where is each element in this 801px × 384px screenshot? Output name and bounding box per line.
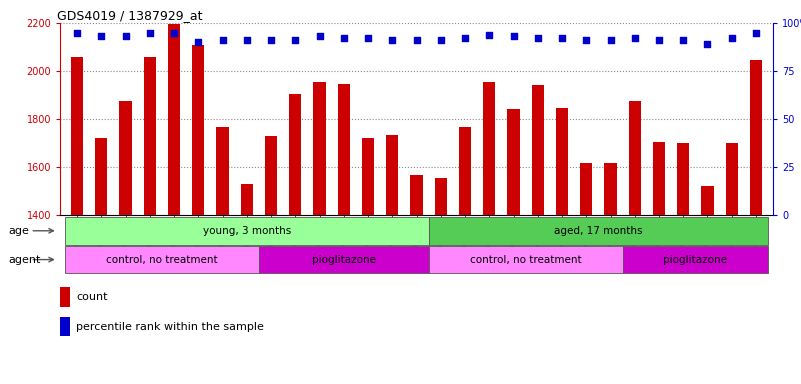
Point	[434, 37, 447, 43]
Bar	[556, 108, 568, 215]
Bar	[429, 246, 622, 273]
Point	[531, 35, 544, 41]
Bar	[726, 143, 738, 215]
Point	[628, 35, 641, 41]
Bar	[259, 246, 429, 273]
Bar	[410, 175, 423, 215]
Bar	[71, 56, 83, 215]
Bar	[677, 143, 690, 215]
Bar	[750, 60, 762, 215]
Text: aged, 17 months: aged, 17 months	[554, 226, 642, 236]
Bar	[289, 94, 301, 215]
Point	[240, 37, 253, 43]
Point	[143, 30, 156, 36]
Bar	[532, 86, 544, 215]
Text: pioglitazone: pioglitazone	[312, 255, 376, 265]
Bar	[362, 138, 374, 215]
Bar	[60, 287, 70, 307]
Bar	[65, 217, 429, 245]
Bar	[192, 45, 204, 215]
Bar	[241, 184, 253, 215]
Bar	[313, 82, 325, 215]
Text: agent: agent	[8, 255, 40, 265]
Point	[604, 37, 617, 43]
Bar	[508, 109, 520, 215]
Point	[386, 37, 399, 43]
Point	[264, 37, 277, 43]
Point	[580, 37, 593, 43]
Bar	[605, 164, 617, 215]
Point	[701, 41, 714, 47]
Text: GDS4019 / 1387929_at: GDS4019 / 1387929_at	[57, 9, 202, 22]
Point	[167, 30, 180, 36]
Point	[337, 35, 350, 41]
Point	[483, 31, 496, 38]
Point	[192, 39, 205, 45]
Point	[653, 37, 666, 43]
Point	[750, 30, 763, 36]
Text: percentile rank within the sample: percentile rank within the sample	[76, 321, 264, 331]
Text: control, no treatment: control, no treatment	[470, 255, 582, 265]
Bar	[65, 246, 259, 273]
Bar	[702, 186, 714, 215]
Bar	[60, 317, 70, 336]
Bar	[338, 84, 350, 215]
Point	[677, 37, 690, 43]
Point	[556, 35, 569, 41]
Point	[119, 33, 132, 40]
Bar	[95, 138, 107, 215]
Point	[459, 35, 472, 41]
Bar	[629, 101, 641, 215]
Point	[313, 33, 326, 40]
Bar	[483, 82, 495, 215]
Bar	[580, 164, 592, 215]
Point	[289, 37, 302, 43]
Bar	[459, 127, 471, 215]
Bar	[265, 136, 277, 215]
Text: control, no treatment: control, no treatment	[106, 255, 218, 265]
Bar	[119, 101, 131, 215]
Text: count: count	[76, 292, 107, 302]
Bar	[653, 142, 665, 215]
Text: age: age	[8, 226, 29, 236]
Bar	[143, 56, 156, 215]
Bar	[386, 135, 398, 215]
Bar	[622, 246, 768, 273]
Point	[410, 37, 423, 43]
Bar	[168, 24, 180, 215]
Text: young, 3 months: young, 3 months	[203, 226, 291, 236]
Point	[507, 33, 520, 40]
Bar	[216, 127, 228, 215]
Bar	[435, 178, 447, 215]
Point	[726, 35, 739, 41]
Bar	[429, 217, 768, 245]
Point	[216, 37, 229, 43]
Text: pioglitazone: pioglitazone	[663, 255, 727, 265]
Point	[95, 33, 107, 40]
Point	[70, 30, 83, 36]
Point	[361, 35, 374, 41]
